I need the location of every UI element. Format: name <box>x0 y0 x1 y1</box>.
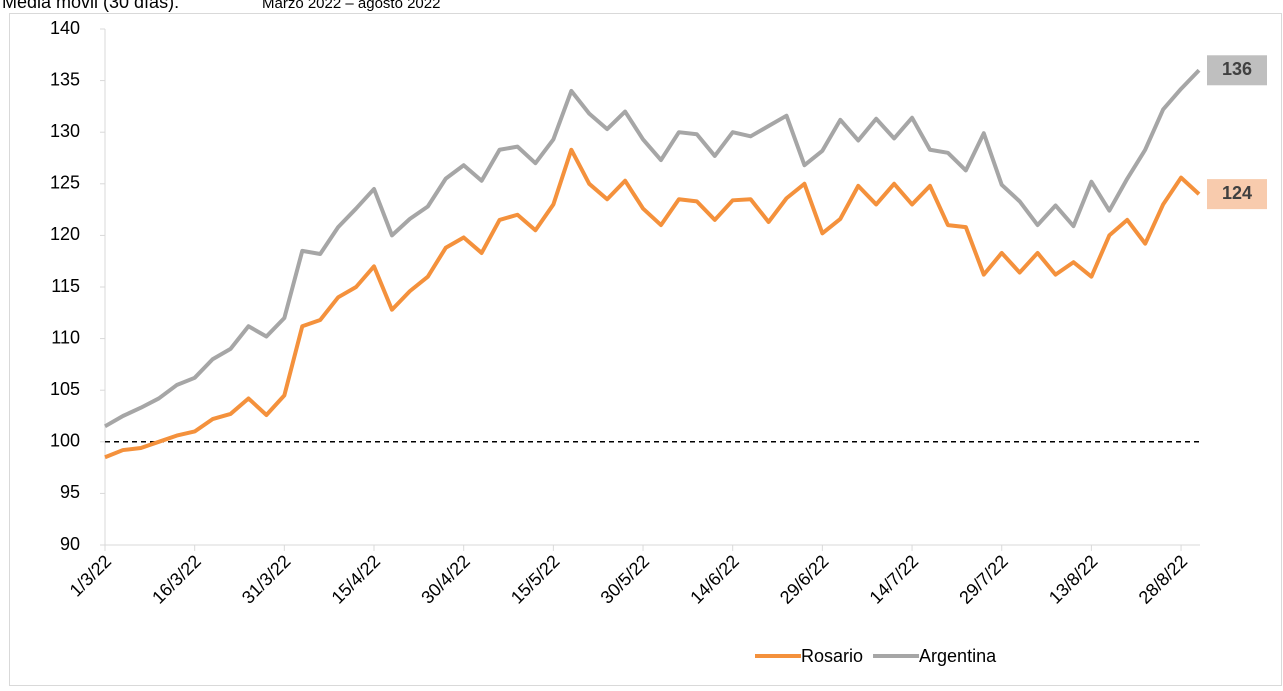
end-label: 124 <box>1222 183 1252 203</box>
y-tick-label: 125 <box>50 173 80 193</box>
x-tick-label: 14/7/22 <box>866 551 923 608</box>
x-tick-label: 30/5/22 <box>597 551 654 608</box>
end-label: 136 <box>1222 59 1252 79</box>
x-tick-label: 15/5/22 <box>507 551 564 608</box>
x-tick-label: 29/7/22 <box>955 551 1012 608</box>
x-tick-label: 13/8/22 <box>1045 551 1102 608</box>
legend-label: Argentina <box>919 646 997 666</box>
x-tick-label: 16/3/22 <box>148 551 205 608</box>
series-line <box>104 147 1201 460</box>
legend-label: Rosario <box>801 646 863 666</box>
x-tick-label: 14/6/22 <box>686 551 743 608</box>
y-tick-label: 140 <box>50 18 80 38</box>
y-tick-label: 135 <box>50 69 80 89</box>
x-tick-label: 31/3/22 <box>238 551 295 608</box>
x-tick-label: 28/8/22 <box>1135 551 1192 608</box>
y-tick-label: 130 <box>50 121 80 141</box>
x-tick-label: 30/4/22 <box>417 551 474 608</box>
chart-subtitle: Marzo 2022 – agosto 2022 <box>262 0 440 12</box>
x-tick-label: 1/3/22 <box>66 551 116 601</box>
end-label-box <box>1207 179 1267 210</box>
y-tick-label: 105 <box>50 379 80 399</box>
series-line <box>104 68 1201 429</box>
y-tick-label: 115 <box>51 276 80 296</box>
y-tick-label: 120 <box>50 224 80 244</box>
x-tick-label: 29/6/22 <box>776 551 833 608</box>
y-tick-label: 100 <box>50 431 80 451</box>
y-tick-label: 90 <box>60 534 80 554</box>
chart-title: Media móvil (30 días): <box>2 0 179 12</box>
x-tick-label: 15/4/22 <box>328 551 385 608</box>
chart-frame <box>9 13 1282 686</box>
y-tick-label: 110 <box>51 327 80 347</box>
y-tick-label: 95 <box>60 482 80 502</box>
end-label-box <box>1207 55 1267 86</box>
